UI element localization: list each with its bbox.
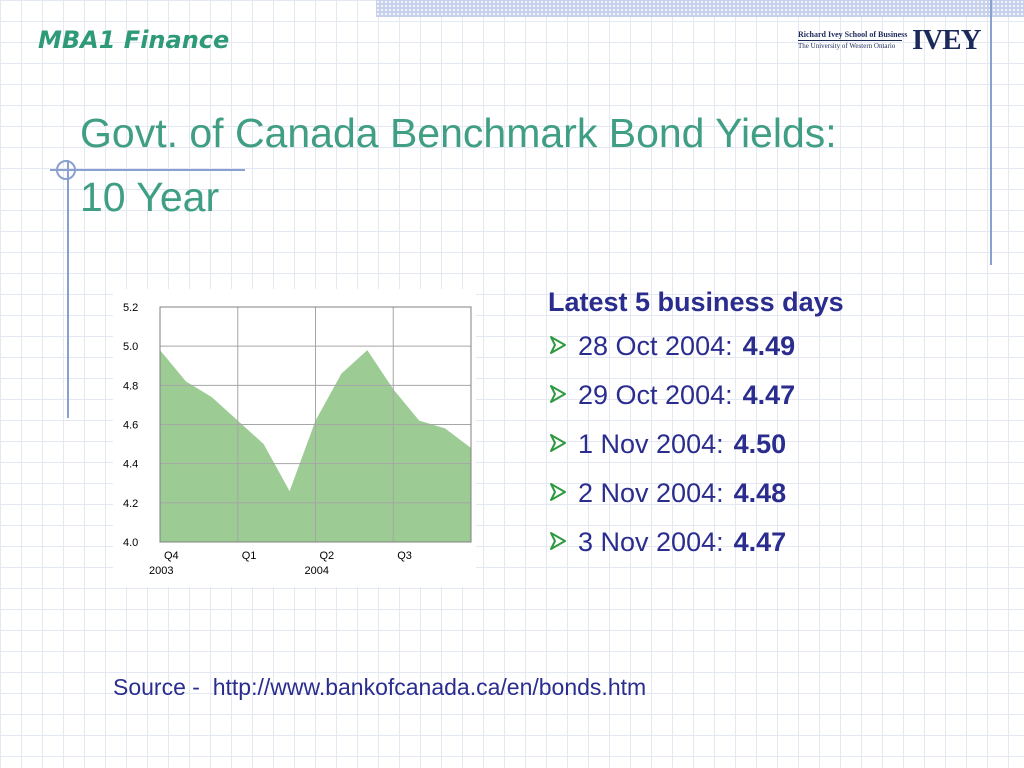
- x-tick-year-label: 2003: [149, 565, 173, 577]
- plot-border: [159, 306, 472, 543]
- decorative-vertical-line-right: [990, 0, 992, 265]
- bond-yield-chart: 5.2 5.0 4.8 4.6 4.4 4.2 4.0 Q4 2003 Q1 Q2 2004 Q3: [113, 289, 476, 587]
- source-line: Source - http://www.bankofcanada.ca/en/b…: [113, 674, 646, 701]
- y-tick-label: 4.6: [123, 420, 138, 432]
- logo-line2: The University of Western Ontario: [798, 42, 896, 50]
- ivey-logo-text: Richard Ivey School of Business The Univ…: [798, 30, 908, 51]
- list-item-date: 28 Oct 2004:: [578, 331, 733, 361]
- y-tick-label: 4.4: [123, 459, 138, 471]
- decorative-vertical-line-left: [67, 160, 69, 418]
- list-item: 29 Oct 2004: 4.47: [548, 371, 844, 420]
- list-item-date: 3 Nov 2004:: [578, 527, 724, 557]
- x-tick-label: Q1: [242, 550, 257, 562]
- x-tick-label: Q2: [320, 550, 335, 562]
- arrow-bullet-icon: [548, 420, 578, 469]
- list-item-date: 1 Nov 2004:: [578, 429, 724, 459]
- list-item: 28 Oct 2004: 4.49: [548, 322, 844, 371]
- top-decorative-band: [376, 0, 1024, 17]
- y-tick-label: 5.0: [123, 341, 138, 353]
- list-item: 3 Nov 2004: 4.47: [548, 518, 844, 567]
- course-label: MBA1 Finance: [38, 26, 230, 54]
- list-item-value: 4.50: [733, 429, 787, 459]
- x-tick-label: Q4: [164, 550, 179, 562]
- y-tick-label: 4.0: [123, 537, 138, 549]
- list-item-date: 2 Nov 2004:: [578, 478, 724, 508]
- list-item: 2 Nov 2004: 4.48: [548, 469, 844, 518]
- list-item-value: 4.47: [742, 380, 796, 410]
- logo-line1: Richard Ivey School of Business: [798, 30, 908, 39]
- arrow-bullet-icon: [548, 518, 578, 567]
- arrow-bullet-icon: [548, 371, 578, 420]
- ivey-logo-mark: IVEY: [912, 24, 982, 56]
- decorative-circle: [56, 160, 76, 180]
- slide-title: Govt. of Canada Benchmark Bond Yields: 1…: [80, 101, 980, 229]
- arrow-bullet-icon: [548, 469, 578, 518]
- logo-rule: [798, 40, 902, 41]
- list-item-date: 29 Oct 2004:: [578, 380, 733, 410]
- latest-days-list: Latest 5 business days 28 Oct 2004: 4.49…: [548, 282, 844, 567]
- list-item-value: 4.48: [733, 478, 787, 508]
- slide-title-line1: Govt. of Canada Benchmark Bond Yields:: [80, 110, 837, 156]
- y-tick-label: 4.8: [123, 380, 138, 392]
- x-tick-year-label: 2004: [305, 565, 329, 577]
- y-tick-label: 4.2: [123, 498, 138, 510]
- chart-svg: 5.2 5.0 4.8 4.6 4.4 4.2 4.0 Q4 2003 Q1 Q2 2004 Q3: [123, 302, 472, 577]
- decorative-title-rule: [50, 169, 245, 171]
- list-item-value: 4.49: [742, 331, 796, 361]
- slide-title-line2: 10 Year: [80, 174, 220, 220]
- arrow-bullet-icon: [548, 322, 578, 371]
- latest-days-heading: Latest 5 business days: [548, 287, 844, 317]
- x-tick-label: Q3: [397, 550, 412, 562]
- source-link[interactable]: http://www.bankofcanada.ca/en/bonds.htm: [212, 674, 647, 700]
- list-item: 1 Nov 2004: 4.50: [548, 420, 844, 469]
- list-item-value: 4.47: [733, 527, 787, 557]
- y-tick-label: 5.2: [123, 302, 138, 314]
- source-prefix: Source -: [113, 674, 213, 700]
